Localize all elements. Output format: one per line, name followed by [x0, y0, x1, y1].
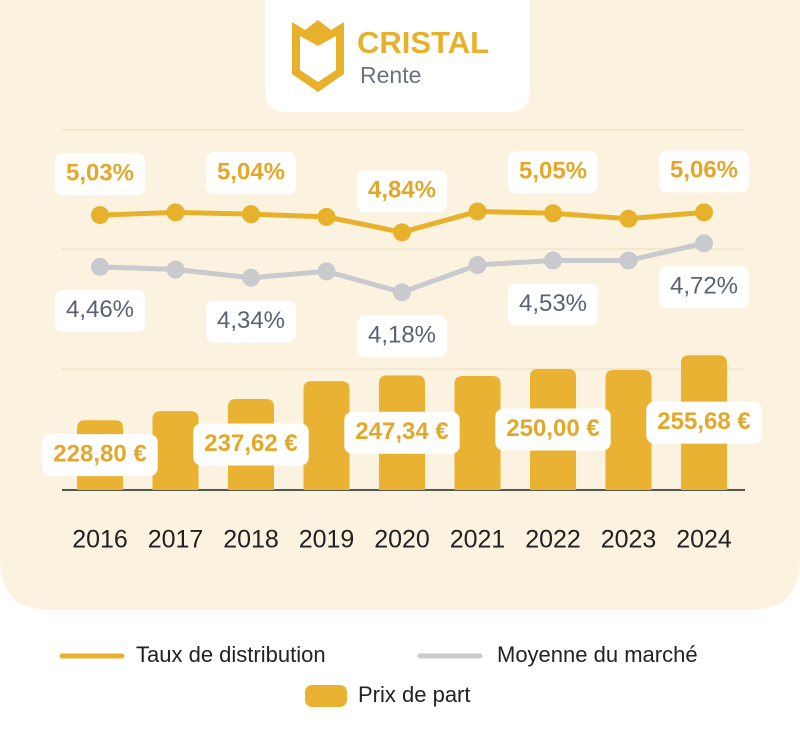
- point: [544, 204, 562, 223]
- label-text: 4,18%: [368, 322, 436, 349]
- point: [695, 234, 713, 253]
- label-box: [646, 401, 762, 444]
- bar: [454, 376, 501, 490]
- label-box: [495, 408, 611, 451]
- legend-swatch: [305, 685, 347, 707]
- value-label: 250,00 €: [495, 408, 611, 451]
- label-box: [205, 300, 297, 343]
- label-text: 4,53%: [519, 290, 587, 317]
- value-label: 4,84%: [356, 170, 448, 213]
- label-box: [344, 411, 460, 454]
- label-box: [356, 315, 448, 358]
- value-label: 4,46%: [54, 289, 146, 332]
- point: [468, 202, 487, 221]
- label-text: 5,04%: [217, 159, 285, 186]
- logo-product: Rente: [360, 62, 421, 88]
- logo-box: [265, 0, 530, 112]
- label-text: 4,72%: [670, 273, 738, 300]
- label-text: 5,05%: [519, 158, 587, 185]
- point: [393, 283, 411, 302]
- point: [468, 256, 487, 275]
- value-label: 247,34 €: [344, 411, 460, 454]
- value-label: 5,04%: [205, 152, 297, 195]
- x-tick-label: 2022: [525, 526, 581, 554]
- value-label: 237,62 €: [193, 423, 309, 466]
- label-text: 228,80 €: [53, 440, 146, 467]
- point: [166, 203, 185, 222]
- point: [619, 251, 638, 270]
- value-label: 5,05%: [507, 151, 599, 194]
- value-label: 5,06%: [658, 150, 750, 193]
- x-tick-label: 2016: [72, 526, 128, 554]
- legend-label: Moyenne du marché: [497, 642, 698, 667]
- point: [544, 251, 562, 270]
- label-box: [193, 423, 309, 466]
- point: [619, 209, 638, 228]
- point: [317, 207, 336, 226]
- grid: [62, 129, 745, 370]
- label-text: 4,34%: [217, 307, 285, 334]
- value-label: 4,18%: [356, 315, 448, 358]
- label-text: 255,68 €: [657, 408, 750, 435]
- label-text: 237,62 €: [204, 430, 297, 457]
- point: [695, 203, 713, 222]
- label-text: 5,03%: [66, 159, 134, 186]
- x-tick-label: 2021: [450, 526, 506, 554]
- bar: [303, 381, 350, 490]
- label-text: 4,46%: [66, 296, 134, 323]
- legend-label: Taux de distribution: [136, 642, 326, 667]
- x-tick-label: 2020: [374, 526, 430, 554]
- value-label: 255,68 €: [646, 401, 762, 444]
- label-text: 4,84%: [368, 177, 436, 204]
- value-label: 5,03%: [54, 153, 146, 196]
- label-box: [54, 153, 146, 196]
- label-box: [205, 152, 297, 195]
- label-box: [42, 434, 158, 477]
- label-box: [54, 289, 146, 332]
- logo-brand: CRISTAL: [357, 25, 489, 60]
- label-box: [658, 266, 750, 309]
- label-text: 247,34 €: [355, 418, 448, 445]
- label-box: [356, 170, 448, 213]
- label-text: 5,06%: [670, 157, 738, 184]
- bar: [152, 411, 199, 490]
- x-tick-label: 2023: [601, 526, 657, 554]
- label-box: [507, 283, 599, 326]
- label-text: 250,00 €: [506, 415, 599, 442]
- legend-label: Prix de part: [358, 682, 471, 707]
- x-tick-label: 2024: [676, 526, 732, 554]
- point: [242, 205, 260, 224]
- x-tick-label: 2018: [223, 526, 279, 554]
- value-label: 228,80 €: [42, 434, 158, 477]
- point: [393, 223, 411, 242]
- logo-icon: [292, 20, 344, 92]
- value-label: 4,53%: [507, 283, 599, 326]
- value-label: 4,34%: [205, 300, 297, 343]
- label-box: [507, 151, 599, 194]
- x-tick-label: 2019: [299, 526, 355, 554]
- label-box: [658, 150, 750, 193]
- point: [166, 260, 185, 279]
- point: [242, 268, 260, 287]
- point: [317, 262, 336, 281]
- x-tick-label: 2017: [148, 526, 204, 554]
- bar: [605, 369, 652, 490]
- point: [91, 257, 109, 276]
- point: [91, 206, 109, 225]
- value-label: 4,72%: [658, 266, 750, 309]
